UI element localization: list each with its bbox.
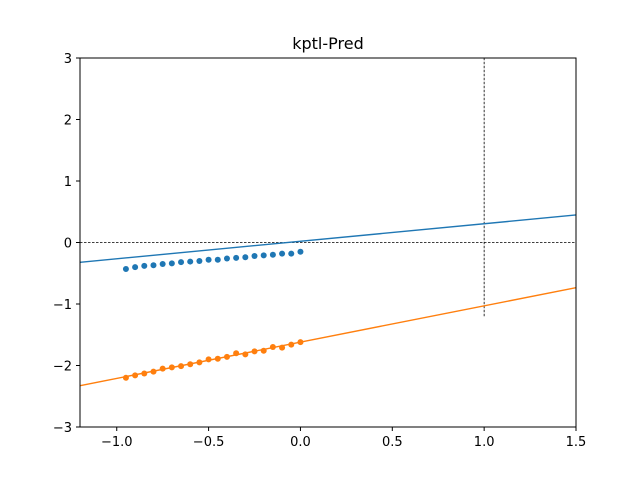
series-1-point [168, 364, 175, 371]
series-0-point [122, 265, 129, 272]
series-1-point [260, 347, 267, 354]
x-tick-label: 0.5 [382, 435, 403, 450]
series-1-point [196, 359, 203, 366]
series-0-point [159, 261, 166, 268]
x-tick-label: 0.0 [290, 435, 311, 450]
series-1-point [251, 348, 258, 355]
series-1-point [269, 344, 276, 351]
series-0-point [251, 253, 258, 260]
series-1-point [159, 365, 166, 372]
plot-area [80, 58, 576, 387]
y-tick-label: −3 [53, 421, 72, 436]
series-1-point [187, 361, 194, 368]
series-0-fit-line [80, 214, 576, 263]
y-tick-label: 2 [64, 114, 72, 129]
chart-title: kptl-Pred [292, 34, 364, 53]
y-tick-label: 1 [64, 175, 72, 190]
x-tick-label: 1.5 [566, 435, 587, 450]
series-1-point [288, 341, 295, 348]
series-0-point [233, 254, 240, 261]
series-1-point [223, 353, 230, 360]
series-1-point [279, 344, 286, 351]
x-tick-label: 1.0 [474, 435, 495, 450]
series-0-point [132, 264, 139, 271]
series-0-point [168, 260, 175, 267]
series-1-point [242, 351, 249, 358]
series-1-point [132, 372, 139, 379]
y-tick-label: −2 [53, 360, 72, 375]
series-0-point [187, 258, 194, 265]
series-1-point [150, 368, 157, 375]
axes: −1.0 −0.5 0.0 0.5 1.0 1.5 −3 −2 −1 0 1 2 3 [53, 52, 587, 450]
series-0-point [150, 262, 157, 269]
series-0-point [279, 250, 286, 257]
series-0-point [196, 257, 203, 264]
series-0-point [269, 251, 276, 258]
series-1-point [233, 350, 240, 357]
y-tick-label: 3 [64, 52, 72, 67]
series-1-point [141, 370, 148, 377]
y-tick-label: −1 [53, 298, 72, 313]
series-1-point [205, 356, 212, 363]
series-0-point [205, 256, 212, 263]
series-0-point [242, 254, 249, 261]
series-0-point [178, 259, 185, 266]
x-tick-label: −0.5 [193, 435, 225, 450]
series-0-point [260, 252, 267, 259]
series-1-point [214, 355, 221, 362]
x-tick-label: −1.0 [101, 435, 133, 450]
series-1-point [178, 363, 185, 370]
series-1-point [122, 374, 129, 381]
series-0-point [214, 256, 221, 263]
series-1-point [297, 339, 304, 346]
series-0-point [288, 250, 295, 257]
series-0-point [223, 255, 230, 262]
series-0-point [297, 248, 304, 255]
y-tick-label: 0 [64, 237, 72, 252]
series-0-point [141, 262, 148, 269]
